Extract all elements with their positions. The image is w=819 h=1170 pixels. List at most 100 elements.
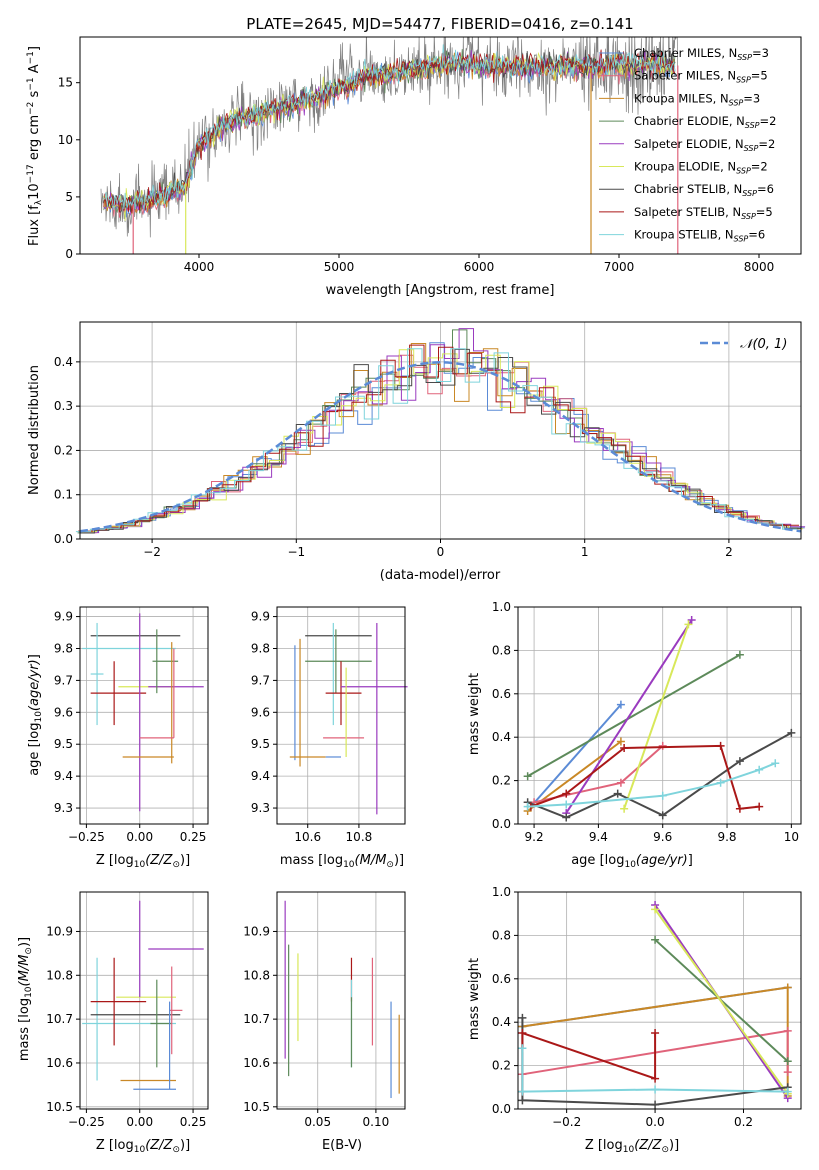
x-tick-label: 0.05 (304, 1115, 331, 1129)
weight-point-salpeter-miles (616, 778, 625, 787)
x-tick-label: 0.0 (646, 1115, 665, 1129)
y-tick-label: 0.8 (492, 928, 511, 942)
plot-marks (284, 900, 400, 1099)
x-tick-label: 0.00 (126, 1115, 153, 1129)
mass-vs-metallicity-panel: −0.25 0.00 0.25 10.5 10.6 10.7 10.8 10.9 (46, 891, 209, 1129)
weight-point-kroupa-stelib (771, 759, 780, 768)
histogram-kroupa-elodie (82, 349, 804, 533)
x-tick-label: 0.2 (734, 1115, 753, 1129)
weight-line-kroupa-elodie (654, 908, 789, 1095)
weight-point-kroupa-miles (783, 983, 792, 992)
wAge-ylabel: mass weight (467, 673, 482, 755)
wAge-xlabel: age [log10(age/yr)] (571, 853, 693, 870)
weight-point-chabrier-elodie (735, 650, 744, 659)
weight-point-chabrier-stelib (651, 1100, 660, 1109)
x-tick-label: 0 (437, 545, 445, 559)
y-tick-label: 0.4 (54, 355, 73, 369)
wZ-ylabel: mass weight (467, 958, 482, 1040)
legend-normal-label: 𝒩(0, 1) (740, 337, 787, 352)
weight-point-salpeter-stelib (651, 1074, 660, 1083)
weight-line-salpeter-stelib (521, 1031, 657, 1092)
y-tick-label: 0.4 (492, 730, 511, 744)
legend-label-chabrier-elodie: Chabrier ELODIE, NSSP=2 (634, 114, 776, 130)
weight-point-salpeter-stelib (735, 804, 744, 813)
y-tick-label: 9.6 (251, 705, 270, 719)
weight-point-chabrier-stelib (518, 1096, 527, 1105)
histogram-ylabel: Normed distribution (27, 365, 42, 495)
residual-histogram-panel: −2 −1 0 1 2 0.0 0.1 0.2 0.3 0.4 (data-model)/erro… (27, 321, 806, 583)
ageZ-xlabel: Z [log10(Z/Z⊙)] (96, 853, 190, 870)
histogram-legend: 𝒩(0, 1) (700, 337, 787, 352)
y-tick-label: 9.8 (54, 641, 73, 655)
legend-label-kroupa-stelib: Kroupa STELIB, NSSP=6 (634, 228, 765, 244)
weight-point-chabrier-stelib (787, 728, 796, 737)
histogram-salpeter-elodie (84, 328, 806, 534)
ageM-xlabel: mass [log10(M/M⊙)] (280, 853, 404, 870)
y-tick-label: 10.5 (243, 1100, 270, 1114)
weight-point-chabrier-elodie (783, 1057, 792, 1066)
x-tick-label: −2 (143, 545, 161, 559)
legend-label-salpeter-miles: Salpeter MILES, NSSP=5 (634, 69, 768, 85)
y-tick-label: 0.0 (492, 1102, 511, 1116)
weight-point-salpeter-elodie (687, 616, 696, 625)
x-tick-label: 0.25 (180, 1115, 207, 1129)
age-vs-metallicity-panel: −0.25 0.00 0.25 9.3 9.4 9.5 9.6 9.7 9.8 9.9 (54, 606, 209, 844)
x-tick-label: 10 (784, 830, 799, 844)
axes-frame (79, 891, 209, 1110)
spectrum-legend: Chabrier MILES, NSSP=3 Salpeter MILES, NS… (599, 46, 776, 244)
y-tick-label: 9.9 (251, 610, 270, 624)
x-tick-label: −0.25 (68, 830, 105, 844)
y-tick-label: 9.7 (251, 673, 270, 687)
y-tick-label: 15 (58, 76, 73, 90)
plot-marks (523, 616, 796, 822)
weight-point-kroupa-stelib (523, 802, 532, 811)
mZ-ylabel: mass [log10(M/M⊙)] (17, 937, 34, 1061)
weight-line-salpeter-elodie (565, 619, 693, 814)
y-tick-label: 9.5 (54, 737, 73, 751)
weight-point-kroupa-stelib (783, 1087, 792, 1096)
legend-label-chabrier-miles: Chabrier MILES, NSSP=3 (634, 46, 769, 62)
x-tick-label: 0.10 (363, 1115, 390, 1129)
x-tick-label: 10.6 (294, 830, 321, 844)
y-tick-label: 10.7 (243, 1012, 270, 1026)
y-tick-label: 0.2 (492, 1059, 511, 1073)
y-tick-label: 9.9 (54, 610, 73, 624)
weight-point-kroupa-stelib (518, 1087, 527, 1096)
figure-title: PLATE=2645, MJD=54477, FIBERID=0416, z=0… (246, 15, 633, 33)
x-tick-label: 4000 (184, 260, 215, 274)
y-tick-label: 9.8 (251, 641, 270, 655)
x-tick-label: 5000 (324, 260, 355, 274)
weight-point-kroupa-miles (616, 737, 625, 746)
weight-line-kroupa-stelib (527, 762, 776, 808)
weight-point-chabrier-stelib (613, 789, 622, 798)
legend-label-salpeter-stelib: Salpeter STELIB, NSSP=5 (634, 205, 773, 221)
y-tick-label: 9.6 (54, 705, 73, 719)
axes-frame (79, 606, 209, 825)
weight-point-salpeter-miles (783, 1026, 792, 1035)
x-tick-label: 1 (581, 545, 589, 559)
weight-vs-metallicity-panel: −0.2 0.0 0.2 0.0 0.2 0.4 0.6 0.8 1.0 (492, 885, 802, 1129)
weight-line-chabrier-miles (530, 703, 622, 808)
weight-point-chabrier-miles (616, 700, 625, 709)
weight-line-kroupa-stelib (521, 1048, 788, 1093)
legend-label-kroupa-elodie: Kroupa ELODIE, NSSP=2 (634, 160, 768, 176)
spectrum-panel: 4000 5000 6000 7000 8000 0 5 10 15 wavelength [A… (26, 36, 802, 298)
y-tick-label: 0.2 (492, 774, 511, 788)
y-tick-label: 0.2 (54, 443, 73, 457)
axes-frame (517, 891, 802, 1110)
y-tick-label: 10.5 (46, 1100, 73, 1114)
plot-marks (82, 613, 204, 812)
y-tick-label: 9.4 (251, 769, 270, 783)
weight-line-chabrier-stelib (527, 732, 792, 819)
weight-point-kroupa-stelib (562, 800, 571, 809)
x-tick-label: 0.00 (126, 830, 153, 844)
weight-point-chabrier-elodie (523, 772, 532, 781)
mZ-xlabel: Z [log10(Z/Z⊙)] (96, 1138, 190, 1155)
weight-line-kroupa-elodie (623, 624, 690, 810)
wZ-xlabel: Z [log10(Z/Z⊙)] (585, 1138, 679, 1155)
y-tick-label: 0.4 (492, 1015, 511, 1029)
legend-label-kroupa-miles: Kroupa MILES, NSSP=3 (634, 91, 760, 107)
y-tick-label: 10.9 (243, 924, 270, 938)
histogram-kroupa-stelib (75, 348, 797, 533)
weight-point-kroupa-elodie (620, 804, 629, 813)
